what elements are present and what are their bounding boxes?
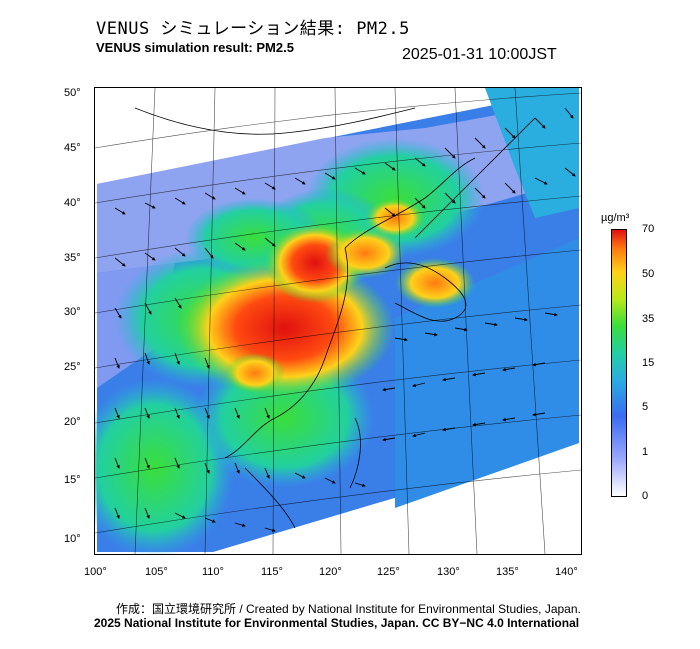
lon-label: 100°	[84, 566, 107, 578]
colorbar-label: 50	[642, 268, 655, 280]
colorbar-unit: µg/m³	[601, 212, 630, 224]
colorbar-label: 15	[642, 357, 655, 369]
lat-label: 15°	[64, 474, 81, 486]
lon-label: 140°	[555, 566, 578, 578]
colorbar	[611, 229, 627, 497]
lat-label: 20°	[64, 416, 81, 428]
lat-label: 50°	[64, 87, 81, 99]
lon-label: 130°	[437, 566, 460, 578]
colorbar-label: 70	[642, 223, 655, 235]
lat-label: 40°	[64, 197, 81, 209]
copyright-line: 2025 National Institute for Environmenta…	[94, 616, 580, 630]
colorbar-label: 0	[642, 490, 649, 502]
title-english: VENUS simulation result: PM2.5	[96, 40, 294, 55]
lon-label: 135°	[496, 566, 519, 578]
lon-label: 115°	[261, 566, 283, 578]
lat-label: 30°	[64, 306, 81, 318]
lat-label: 25°	[64, 361, 81, 373]
lon-label: 120°	[319, 566, 342, 578]
lon-label: 105°	[145, 566, 168, 578]
credit-line: 作成：国立環境研究所 / Created by National Institu…	[116, 602, 581, 616]
pm25-map-graphic	[95, 88, 581, 554]
colorbar-label: 5	[642, 401, 649, 413]
lon-label: 110°	[202, 566, 224, 578]
lat-label: 35°	[64, 252, 81, 264]
lat-label: 10°	[64, 533, 81, 545]
title-japanese: VENUS シミュレーション結果: PM2.5	[96, 19, 410, 39]
colorbar-label: 1	[642, 446, 649, 458]
colorbar-label: 35	[642, 313, 655, 325]
pm25-map	[94, 87, 582, 555]
lat-label: 45°	[64, 142, 81, 154]
lon-label: 125°	[377, 566, 400, 578]
timestamp: 2025-01-31 10:00JST	[402, 46, 557, 63]
